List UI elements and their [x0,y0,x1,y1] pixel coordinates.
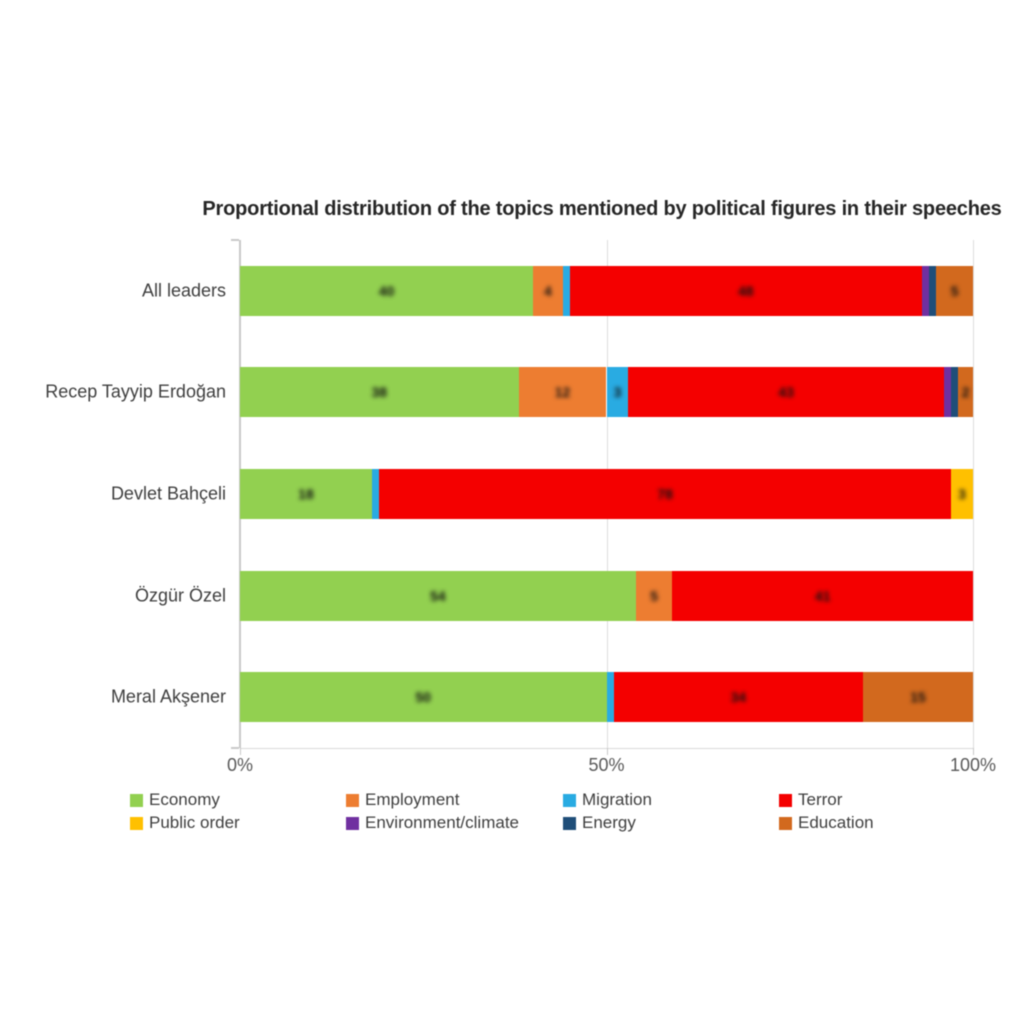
bar-segment: 3 [606,367,629,418]
gridline [973,240,974,748]
y-axis-top-tick [231,239,239,241]
legend-label: Education [798,813,874,832]
bar-segment-label: 18 [298,486,314,502]
x-axis-tick [973,748,974,755]
legend-item: Employment [346,790,459,810]
chart-title: Proportional distribution of the topics … [202,198,1002,220]
bar-segment-label: 12 [554,384,571,401]
legend-swatch-icon [779,816,792,830]
legend-swatch-icon [779,793,792,807]
bar-segment: 78 [379,469,951,519]
legend-item: Public order [130,813,240,833]
bar-segment: 54 [240,570,636,621]
bar-segment-label: 48 [737,282,754,299]
bar-row: 18 78 3 [240,469,973,519]
bar-segment [929,265,937,316]
bar-segment: 38 [240,367,519,418]
bar-segment: 34 [613,672,864,723]
bar-segment-label: 43 [778,384,794,401]
bar-segment: 2 [958,367,973,418]
legend-item: Terror [779,790,842,810]
legend-swatch-icon [563,793,576,807]
bar-segment: 3 [951,469,973,519]
bar-segment-label: 4 [543,282,552,299]
legend-swatch-icon [130,816,143,830]
bar-segment: 41 [672,570,973,621]
bar-segment-label: 5 [950,282,959,299]
bar-segment-label: 78 [657,486,673,502]
bar-segment: 40 [240,265,534,316]
bar-segment: 43 [628,367,944,418]
x-tick-label: 0% [226,755,254,775]
bar-row: 38 12 3 43 2 [240,367,973,418]
bar-row: 50 34 15 [240,672,973,723]
legend-swatch-icon [346,816,359,830]
bar-segment: 50 [240,672,607,723]
legend-label: Terror [798,790,843,809]
legend-swatch-icon [563,816,576,830]
legend-item: Education [779,813,874,833]
category-label: Meral Akşener [110,686,226,707]
y-axis-bottom-tick [231,747,239,749]
bar-segment-label: 50 [415,689,432,706]
bar-segment: 5 [635,570,673,621]
legend-swatch-icon [130,793,143,807]
bar-segment-label: 41 [814,587,831,604]
legend-label: Economy [149,790,220,809]
bar-segment-label: 38 [371,384,388,401]
bar-segment-label: 15 [910,689,926,706]
bar-segment: 15 [863,672,973,723]
bar-row: 40 4 48 5 [240,265,973,316]
bar-segment-label: 5 [650,587,659,604]
x-tick-label: 50% [588,755,625,775]
bar-segment: 12 [518,367,607,418]
category-label: Özgür Özel [134,585,226,606]
bar-segment-label: 3 [958,486,966,502]
legend-label: Migration [582,790,652,809]
legend-label: Energy [582,813,636,832]
legend-item: Migration [563,790,652,810]
category-label: All leaders [141,280,226,301]
bar-segment: 4 [533,265,563,316]
bar-segment [562,265,570,316]
bar-segment-label: 40 [378,282,395,299]
legend-item: Economy [130,790,220,810]
plot-area: 40 4 48 5 38 12 3 43 2 18 78 3 54 5 41 50 34 15 [231,239,974,755]
bar-segment [606,672,614,723]
x-axis-tick [606,748,608,755]
legend-label: Public order [149,813,240,832]
x-tick-label: 100% [949,755,997,775]
x-axis-tick [240,748,241,755]
bar-segment-label: 34 [730,689,747,706]
bar-segment: 48 [569,265,922,316]
bar-segment-label: 54 [430,587,446,604]
category-label: Recep Tayyip Erdoğan [45,381,226,402]
bar-row: 54 5 41 [240,570,973,621]
bar-segment-label: 3 [613,384,622,401]
legend-label: Employment [365,790,460,809]
legend-item: Energy [563,813,636,833]
bar-segment: 18 [240,469,372,519]
bar-segment [371,469,380,519]
legend-swatch-icon [346,793,359,807]
legend-item: Environment/climate [346,813,519,833]
category-label: Devlet Bahçeli [110,483,226,504]
bar-segment [951,367,959,418]
bar-segment [943,367,951,418]
bar-segment [921,265,930,316]
legend-label: Environment/climate [365,813,520,832]
bar-segment-label: 2 [961,384,970,401]
bar-segment: 5 [936,265,973,316]
